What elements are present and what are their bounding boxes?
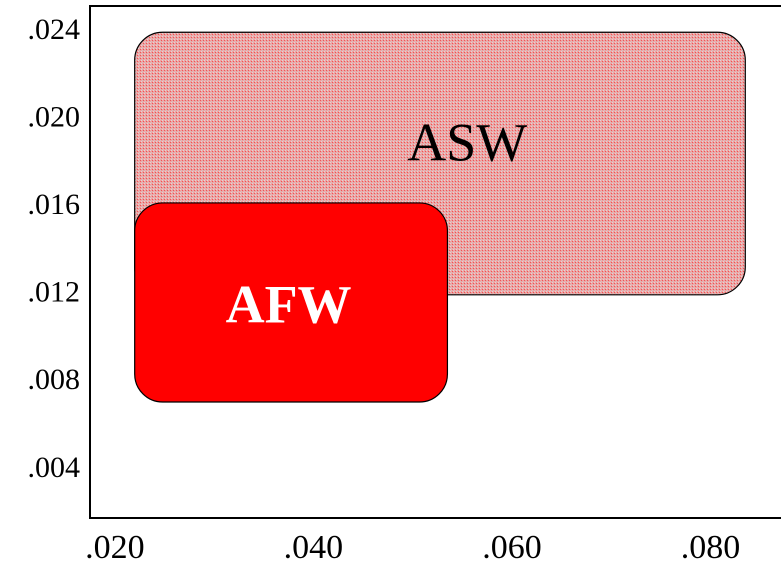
y-tick-label: .016 <box>28 188 81 221</box>
x-axis-tick-labels: .020 .040 .060 .080 <box>85 529 740 566</box>
x-tick-label: .020 <box>85 529 145 566</box>
region-label-afw: AFW <box>226 275 352 335</box>
y-tick-label: .024 <box>28 13 81 46</box>
regions-layer: ASW AFW <box>134 31 746 403</box>
region-label-asw: ASW <box>407 113 527 173</box>
y-tick-label: .008 <box>28 363 81 396</box>
y-tick-label: .012 <box>28 276 81 309</box>
x-tick-label: .080 <box>681 529 741 566</box>
y-tick-label: .004 <box>28 451 81 484</box>
y-axis-tick-labels: .024 .020 .016 .012 .008 .004 <box>28 13 81 484</box>
x-tick-label: .040 <box>284 529 344 566</box>
plot-area-frame <box>89 5 781 519</box>
y-tick-label: .020 <box>28 101 81 134</box>
x-tick-label: .060 <box>482 529 542 566</box>
region-afw <box>134 202 449 403</box>
